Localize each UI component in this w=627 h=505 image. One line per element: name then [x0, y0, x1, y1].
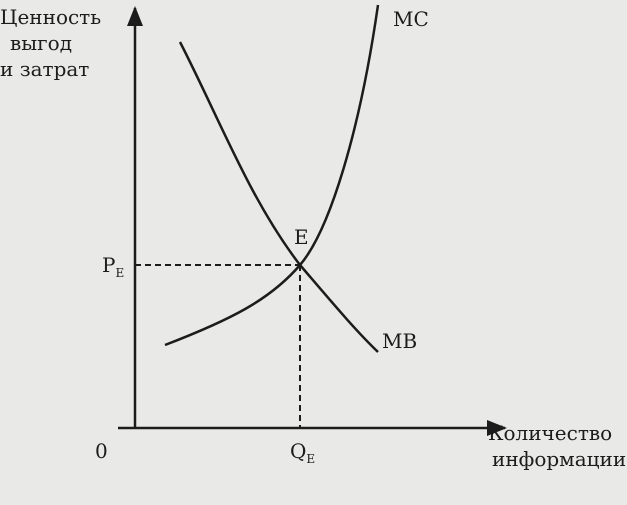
quantity-sub: E — [306, 452, 315, 466]
x-axis-label-line: информации — [492, 447, 626, 471]
mb-curve — [178, 41, 379, 353]
mc-label: MC — [393, 7, 429, 31]
equilibrium-label: E — [294, 225, 309, 249]
price-main: P — [102, 253, 115, 277]
price-label: PE — [102, 253, 124, 280]
y-axis-label-line: выгод — [10, 31, 72, 55]
mb-label: MB — [382, 329, 417, 353]
origin-label: 0 — [95, 439, 108, 463]
mc-curve — [164, 4, 380, 347]
y-axis-label-line: Ценность — [0, 5, 101, 29]
y-axis-label: Ценность выгод и затрат — [0, 5, 108, 81]
quantity-label: QE — [290, 439, 315, 466]
quantity-main: Q — [290, 439, 306, 463]
y-axis-label-line: и затрат — [0, 57, 89, 81]
price-sub: E — [115, 266, 124, 280]
x-axis-label: Количество информации — [488, 421, 626, 471]
x-axis-label-line: Количество — [488, 421, 612, 445]
